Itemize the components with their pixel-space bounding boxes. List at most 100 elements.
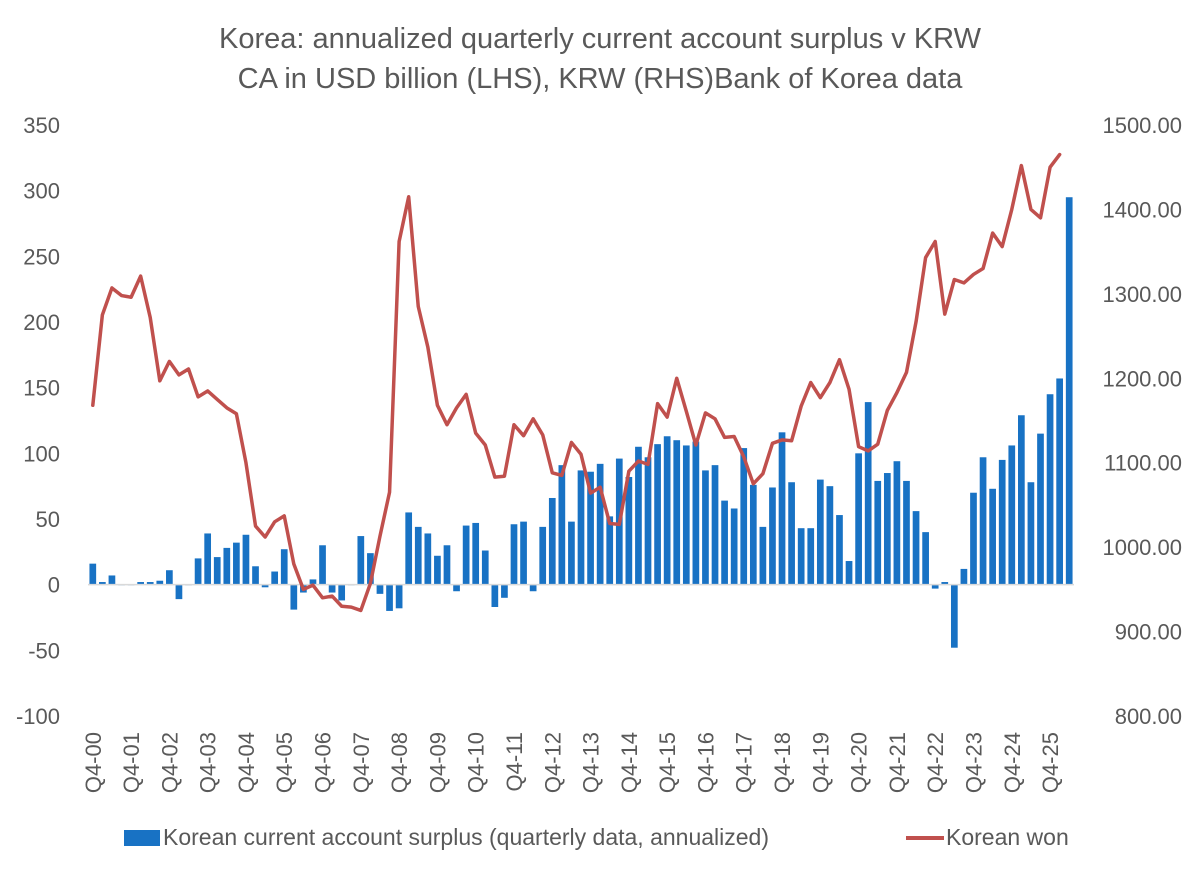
right-tick-label: 1500.00 — [1102, 113, 1182, 138]
legend-swatch-ca-surplus — [124, 830, 160, 846]
ca-surplus-bar — [587, 471, 594, 585]
x-tick-label: Q4-23 — [961, 732, 986, 793]
ca-surplus-bar — [970, 492, 977, 585]
ca-surplus-bar — [242, 534, 250, 585]
ca-surplus-bar — [338, 584, 346, 601]
ca-surplus-bar — [931, 584, 939, 589]
left-tick-label: 0 — [48, 573, 60, 598]
ca-surplus-bar — [692, 441, 700, 585]
x-tick-label: Q4-24 — [1000, 732, 1025, 793]
ca-surplus-bar — [414, 526, 422, 585]
ca-surplus-bar — [644, 457, 652, 585]
ca-surplus-bar — [864, 402, 872, 585]
x-tick-label: Q4-04 — [234, 732, 259, 793]
krw-line-layer — [91, 152, 1062, 613]
chart-title: Korea: annualized quarterly current acco… — [219, 23, 982, 55]
ca-surplus-bar — [501, 584, 508, 598]
ca-surplus-bar — [424, 533, 432, 585]
ca-surplus-bar — [290, 584, 298, 610]
left-tick-label: -100 — [16, 704, 60, 729]
right-tick-label: 1300.00 — [1102, 282, 1182, 307]
ca-surplus-bar — [405, 512, 413, 585]
ca-surplus-bar — [108, 575, 116, 585]
left-tick-label: 50 — [36, 507, 60, 532]
ca-surplus-bar — [673, 440, 681, 585]
ca-surplus-bar — [989, 488, 996, 585]
ca-surplus-bar — [596, 463, 604, 585]
ca-surplus-bar — [357, 536, 365, 585]
x-tick-label: Q4-16 — [693, 732, 718, 793]
ca-surplus-bar — [845, 561, 853, 585]
ca-surplus-bar — [386, 584, 393, 611]
ca-surplus-bar — [740, 448, 748, 585]
ca-surplus-bar — [1046, 394, 1054, 585]
ca-surplus-bar — [721, 500, 728, 585]
ca-surplus-bar — [443, 545, 451, 585]
ca-surplus-bar — [1065, 197, 1073, 585]
x-tick-label: Q4-03 — [196, 732, 221, 793]
ca-surplus-bar — [883, 473, 891, 585]
ca-surplus-bar — [558, 465, 566, 585]
ca-surplus-bar — [654, 444, 661, 585]
right-tick-label: 1400.00 — [1102, 197, 1182, 222]
legend-label-ca-surplus: Korean current account surplus (quarterl… — [163, 824, 769, 850]
ca-surplus-bar — [1018, 415, 1025, 585]
right-tick-label: 1000.00 — [1102, 535, 1182, 560]
x-tick-label: Q4-12 — [540, 732, 565, 793]
ca-surplus-bar — [625, 476, 633, 585]
ca-surplus-bar — [874, 480, 882, 585]
ca-surplus-bar — [807, 528, 815, 585]
ca-surplus-bar — [252, 566, 259, 585]
ca-surplus-bar — [319, 545, 326, 585]
ca-surplus-bar — [606, 516, 614, 585]
ca-surplus-bar — [175, 584, 183, 600]
ca-surplus-bar — [836, 515, 843, 585]
ca-surplus-bar — [89, 563, 97, 585]
ca-surplus-bar — [826, 486, 834, 585]
ca-surplus-bar — [146, 582, 154, 585]
right-tick-label: 900.00 — [1115, 620, 1182, 645]
ca-surplus-bar — [635, 446, 642, 585]
ca-surplus-bar — [481, 550, 489, 585]
x-tick-label: Q4-01 — [119, 732, 144, 793]
ca-surplus-bar — [702, 470, 709, 585]
left-tick-label: 200 — [23, 310, 60, 335]
x-tick-label: Q4-15 — [655, 732, 680, 793]
ca-surplus-bar — [261, 584, 269, 588]
x-axis-ticks: Q4-00 Q4-01 Q4-02 Q4-03 Q4-04 Q4-05 Q4-06 Q4-07… — [81, 732, 1063, 793]
korean-won-line — [91, 152, 1062, 613]
ca-surplus-bar — [328, 584, 336, 593]
ca-surplus-bar — [280, 549, 288, 585]
ca-surplus-bar — [730, 508, 738, 585]
x-tick-label: Q4-18 — [770, 732, 795, 793]
ca-surplus-bar — [548, 497, 556, 585]
left-tick-label: 100 — [23, 441, 60, 466]
x-tick-label: Q4-10 — [464, 732, 489, 793]
ca-surplus-bar — [529, 584, 537, 592]
ca-surplus-bars — [89, 197, 1073, 648]
left-tick-label: 250 — [23, 244, 60, 269]
x-tick-label: Q4-14 — [617, 732, 642, 793]
ca-surplus-bar — [1037, 433, 1044, 585]
ca-surplus-bar — [711, 465, 719, 585]
ca-surplus-bar — [960, 568, 968, 585]
right-tick-label: 1100.00 — [1104, 451, 1182, 476]
right-axis-ticks: 1500.00 1400.00 1300.00 1200.00 1100.00 1000.… — [1102, 113, 1182, 729]
ca-surplus-bar — [156, 580, 164, 585]
x-tick-label: Q4-06 — [311, 732, 336, 793]
ca-surplus-bar — [194, 558, 202, 585]
x-tick-label: Q4-11 — [502, 732, 527, 792]
ca-surplus-bar — [367, 553, 374, 585]
ca-surplus-bar — [903, 480, 910, 585]
x-tick-label: Q4-09 — [425, 732, 450, 793]
ca-surplus-bar — [979, 457, 987, 585]
ca-surplus-bar — [568, 521, 575, 585]
ca-surplus-bar — [510, 524, 518, 585]
ca-surplus-bar — [309, 579, 317, 585]
ca-surplus-bar — [769, 487, 776, 585]
ca-surplus-bar — [271, 571, 279, 585]
ca-surplus-bar — [855, 453, 862, 585]
ca-surplus-bar — [462, 525, 470, 585]
left-tick-label: 150 — [23, 376, 60, 401]
ca-surplus-bar — [816, 479, 824, 585]
